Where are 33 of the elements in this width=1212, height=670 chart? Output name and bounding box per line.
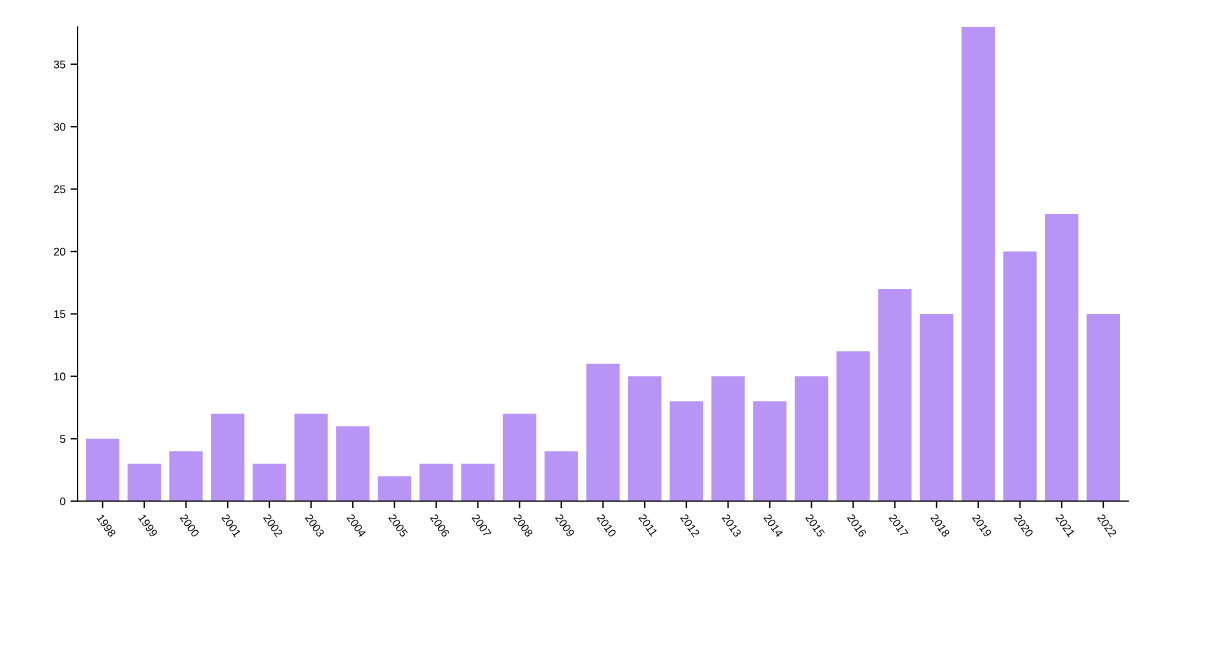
- y-tick-label: 10: [54, 372, 66, 381]
- bar: [627, 376, 662, 502]
- y-tick-label: 20: [53, 247, 66, 256]
- bar: [461, 463, 495, 502]
- bar: [1003, 251, 1037, 502]
- y-tick-label: 30: [53, 122, 66, 131]
- bar: [252, 463, 287, 502]
- bar: [919, 313, 954, 502]
- bar: [336, 426, 370, 502]
- bar: [586, 363, 620, 502]
- bar: [502, 413, 537, 502]
- bar: [127, 463, 161, 502]
- bar: [711, 376, 745, 502]
- bar: [794, 376, 829, 502]
- y-tick-label: 5: [60, 435, 66, 443]
- y-tick-label: 15: [54, 310, 66, 319]
- bar: [753, 401, 787, 502]
- bar: [211, 413, 245, 502]
- bar: [669, 401, 704, 502]
- bar: [377, 476, 412, 502]
- bar: [1044, 214, 1079, 502]
- bar: [419, 463, 453, 502]
- y-tick-label: 0: [60, 497, 66, 506]
- bar: [1086, 313, 1121, 502]
- bar: [961, 26, 995, 502]
- bar: [169, 451, 203, 502]
- bar: [85, 438, 120, 502]
- y-tick-label: 25: [53, 185, 66, 194]
- bar: [544, 451, 578, 502]
- y-tick-label: 35: [53, 60, 66, 69]
- bar: [878, 288, 912, 502]
- bar: [294, 413, 328, 502]
- bar: [836, 351, 870, 502]
